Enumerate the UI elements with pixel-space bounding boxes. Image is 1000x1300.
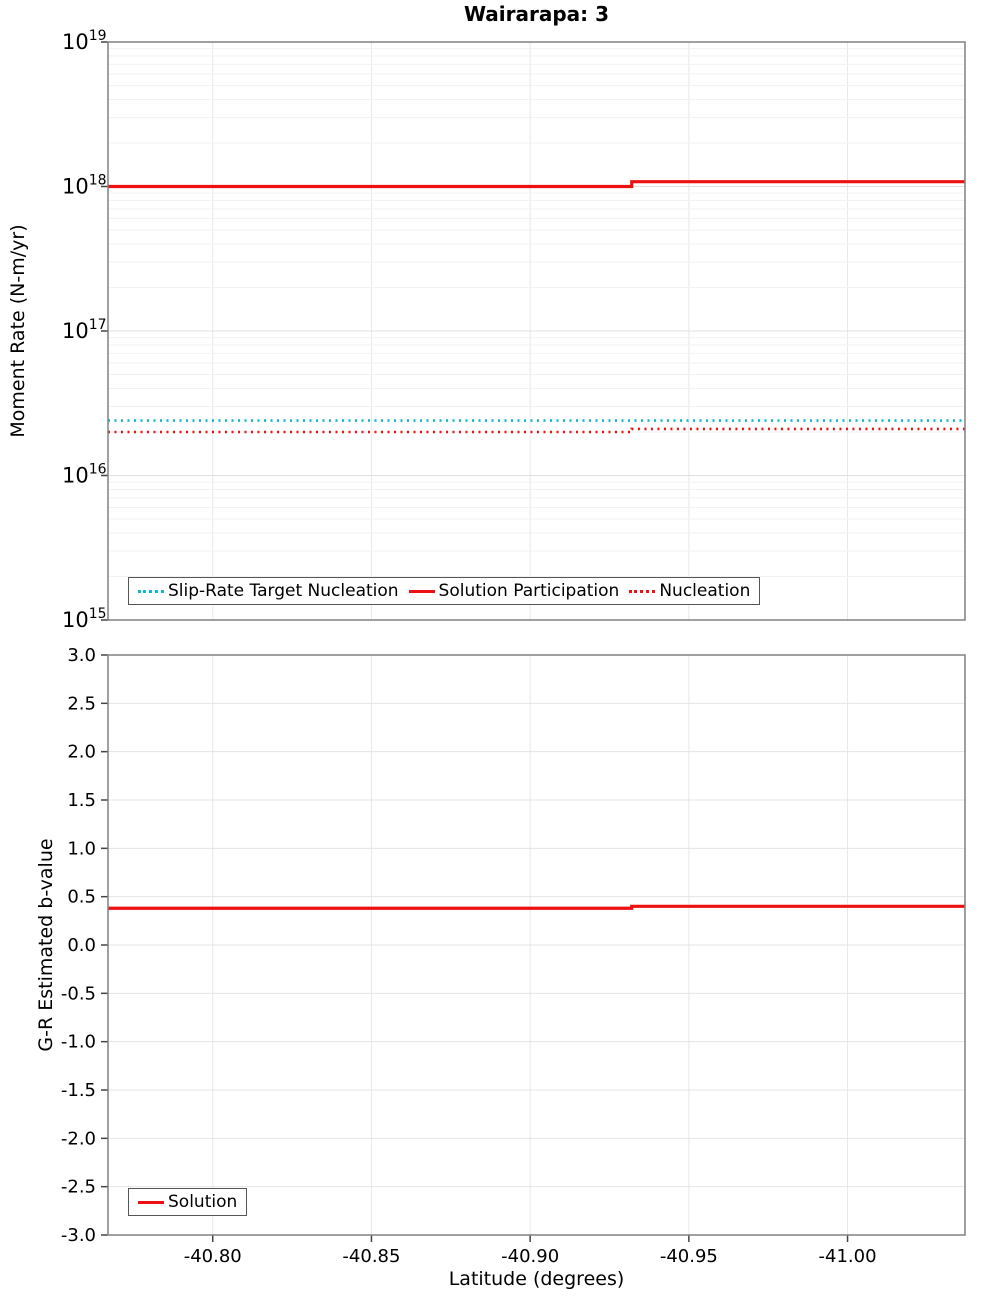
y-tick-exponent: 15 (89, 606, 107, 622)
series-line-solution-participation (108, 180, 965, 189)
x-tick-label: -40.85 (342, 1246, 400, 1267)
solid-line-sample-icon (138, 1200, 164, 1204)
y-tick-label: 1019 (62, 28, 107, 54)
plot-border (107, 41, 966, 621)
legend-b-value: Solution (128, 1188, 248, 1216)
y-tick-label: -1.5 (61, 1080, 96, 1101)
y-tick-label: 1018 (62, 173, 107, 199)
y-tick-label: -2.5 (61, 1177, 96, 1198)
y-axis-label-b-value: G-R Estimated b-value (35, 838, 57, 1052)
plot-border (107, 654, 966, 1236)
solid-line-sample-icon (408, 589, 435, 593)
dotted-line-sample-icon (138, 589, 164, 593)
y-axis-label-moment-rate: Moment Rate (N-m/yr) (7, 224, 29, 438)
y-tick-exponent: 17 (89, 317, 107, 333)
y-tick-label: -2.0 (61, 1128, 96, 1149)
legend-item-solution: Solution (138, 1192, 237, 1212)
dotted-line-sample-icon (629, 589, 656, 593)
y-tick-label: 1016 (62, 462, 107, 488)
y-tick-label: 0.5 (67, 887, 96, 908)
y-tick-label: 2.0 (67, 742, 96, 763)
y-tick-label: 1.5 (67, 790, 96, 811)
x-tick-label: -41.00 (819, 1246, 877, 1267)
y-tick-exponent: 18 (89, 173, 107, 189)
y-tick-label: 1015 (62, 606, 107, 632)
y-tick-label: 1.0 (67, 838, 96, 859)
y-tick-label: 3.0 (67, 645, 96, 666)
y-tick-label: 0.0 (67, 935, 96, 956)
legend-label: Slip-Rate Target Nucleation (168, 581, 399, 601)
legend-item-slip-rate-target-nucleation: Slip-Rate Target Nucleation (138, 581, 399, 601)
x-axis-label: Latitude (degrees) (448, 1268, 625, 1290)
y-tick-label: -1.0 (61, 1032, 96, 1053)
legend-item-nucleation: Nucleation (629, 581, 750, 601)
y-tick-label: 2.5 (67, 693, 96, 714)
x-tick-label: -40.80 (184, 1246, 242, 1267)
y-tick-exponent: 19 (89, 28, 107, 44)
legend-item-solution-participation: Solution Participation (408, 581, 620, 601)
legend-label: Nucleation (659, 581, 751, 601)
series-line-solution (108, 904, 965, 910)
series-line-nucleation (108, 427, 965, 434)
y-tick-label: -3.0 (61, 1225, 96, 1246)
legend-label: Solution Participation (438, 581, 620, 601)
x-tick-label: -40.90 (501, 1246, 559, 1267)
x-tick-label: -40.95 (660, 1246, 718, 1267)
legend-label: Solution (168, 1192, 238, 1212)
legend-moment-rate: Slip-Rate Target Nucleation Solution Par… (128, 577, 761, 605)
y-tick-label: 1017 (62, 317, 107, 343)
y-tick-exponent: 16 (89, 462, 107, 478)
chart-title: Wairarapa: 3 (463, 2, 610, 26)
y-tick-label: -0.5 (61, 983, 96, 1004)
